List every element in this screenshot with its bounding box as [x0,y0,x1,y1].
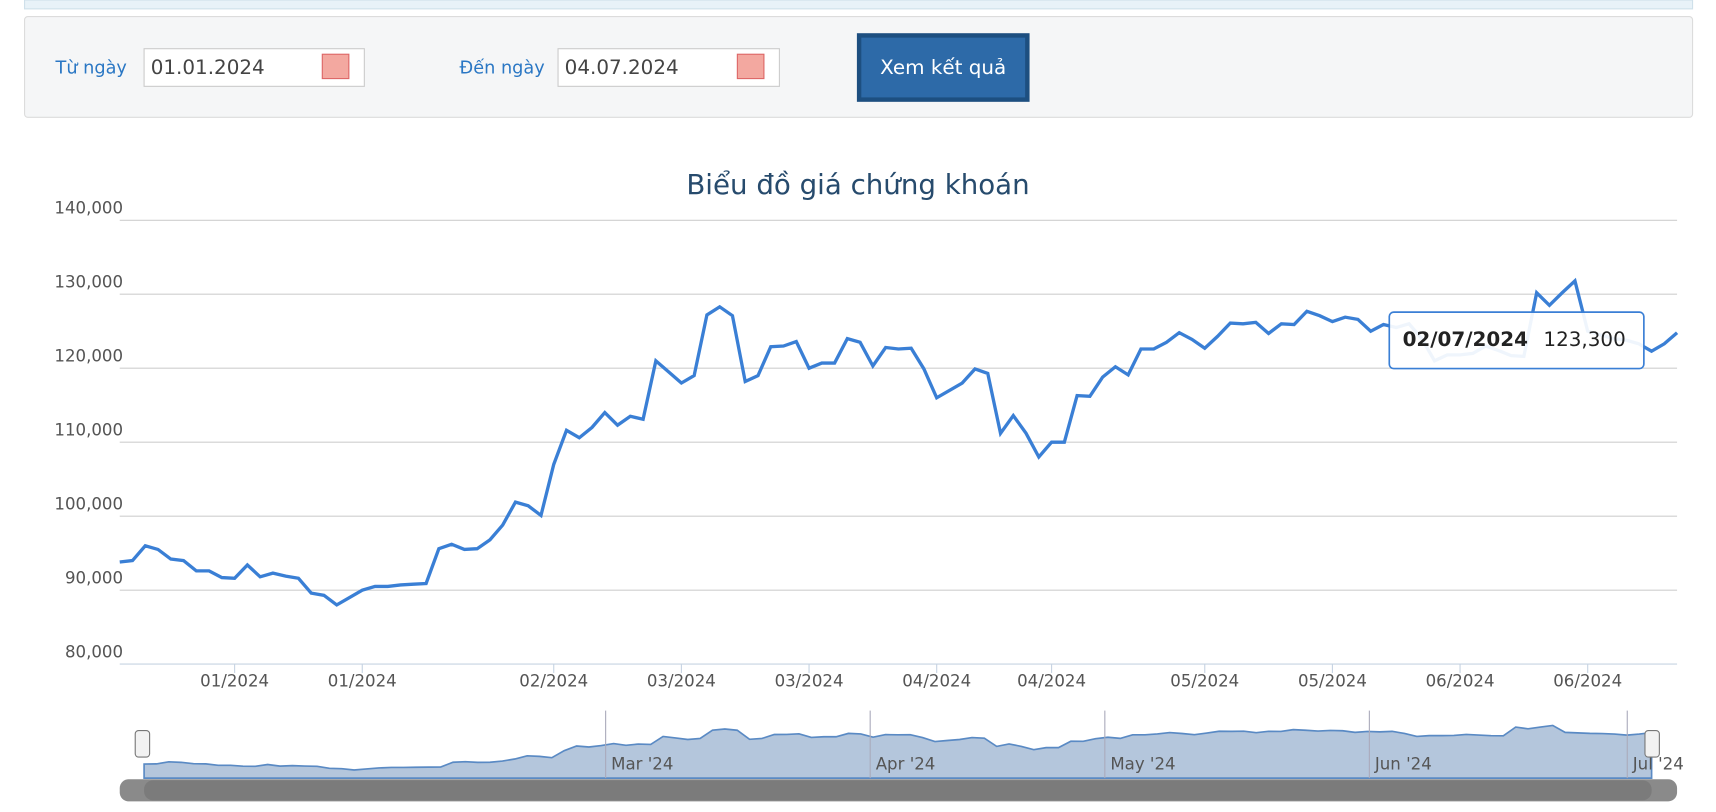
y-tick-label: 140,000 [54,199,123,218]
x-tick-label: 04/2024 [1017,671,1086,690]
from-label: Từ ngày [55,59,127,79]
x-tick-label: 03/2024 [775,671,844,690]
from-value: 01.01.2024 [151,56,265,79]
x-tick-label: 05/2024 [1170,671,1239,690]
navigator-area [143,724,1653,779]
button-label: Xem kết quả [880,56,1006,79]
navigator-label: Apr '24 [876,754,936,773]
submit-button[interactable] [856,33,1030,102]
y-tick-label: 120,000 [54,347,123,366]
to-label: Đến ngày [460,58,545,79]
calendar-icon[interactable] [321,53,350,80]
chart-title: Biểu đồ giá chứng khoán [686,168,1029,201]
x-tick-label: 03/2024 [647,671,716,690]
tooltip-box [1388,311,1645,370]
tooltip-date: 02/07/2024 [1403,327,1528,350]
x-tick-label: 04/2024 [902,671,971,690]
y-tick-label: 80,000 [65,643,123,662]
scrollbar-thumb [144,780,1652,801]
navigator-label: Jul '24 [1632,754,1684,773]
y-tick-label: 100,000 [54,495,123,514]
navigator-label: May '24 [1110,754,1175,773]
x-tick-label: 06/2024 [1426,671,1495,690]
y-tick-label: 130,000 [54,273,123,292]
calendar-icon[interactable] [736,53,765,80]
y-tick-label: 90,000 [65,569,123,588]
x-tick-label: 06/2024 [1553,671,1622,690]
y-tick-label: 110,000 [54,421,123,440]
top-strip [23,0,1694,10]
x-tick-label: 01/2024 [200,671,269,690]
x-tick-label: 02/2024 [519,671,588,690]
tooltip-value: 123,300 [1543,327,1625,350]
handle-right[interactable] [1644,729,1660,758]
navigator-label: Mar '24 [611,754,673,773]
tooltip-text: 02/07/2024 123,300 [1403,327,1626,350]
x-tick-label: 05/2024 [1298,671,1367,690]
navigator-label: Jun '24 [1374,754,1432,773]
handle-left[interactable] [134,729,151,758]
to-value: 04.07.2024 [565,56,679,79]
x-tick-label: 01/2024 [328,671,397,690]
